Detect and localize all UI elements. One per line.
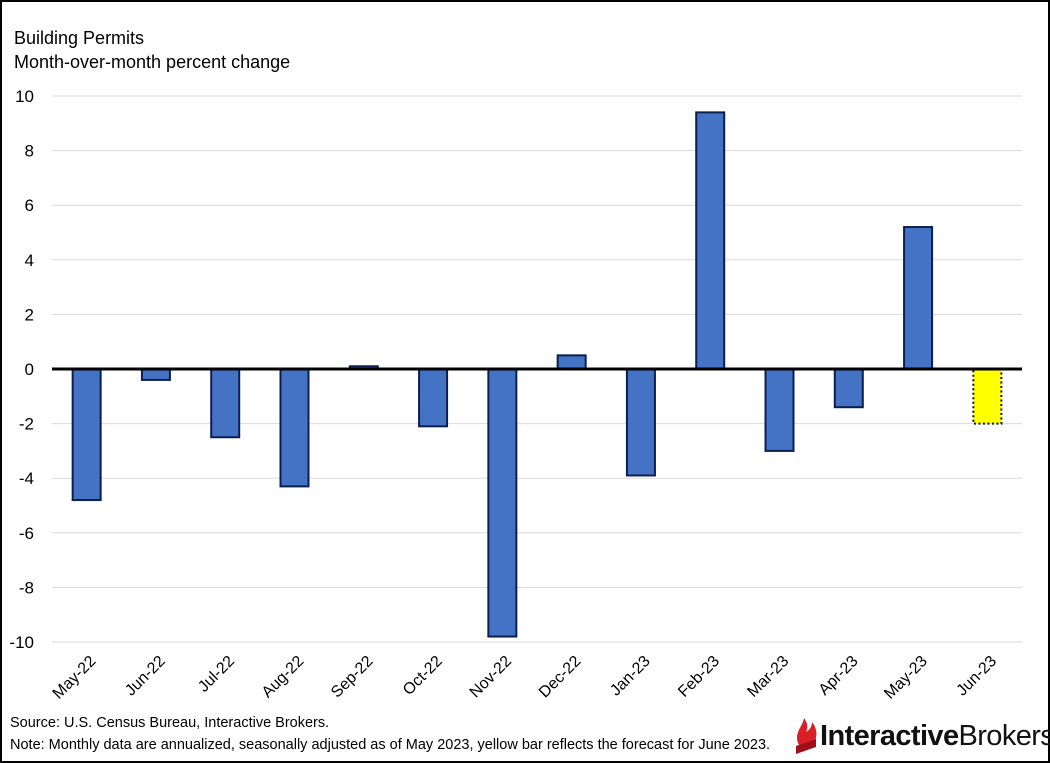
y-tick-label: 8 bbox=[25, 142, 34, 161]
x-tick-label: Jan-23 bbox=[607, 653, 654, 700]
chart-subtitle: Month-over-month percent change bbox=[14, 52, 291, 72]
forecast-bar bbox=[972, 368, 1003, 425]
bar bbox=[764, 368, 795, 452]
x-axis-ticks: May-22 Jun-22 Jul-22 Aug-22 Sep-22 Oct-22 Nov-… bbox=[50, 653, 1001, 703]
note-text: Note: Monthly data are annualized, seaso… bbox=[10, 737, 771, 753]
x-tick-label: Apr-23 bbox=[816, 653, 862, 699]
x-tick-label: Oct-22 bbox=[400, 653, 446, 699]
x-tick-label: Jul-22 bbox=[195, 653, 238, 696]
x-tick-label: Nov-22 bbox=[467, 653, 516, 702]
x-tick-label: Mar-23 bbox=[744, 653, 792, 701]
y-tick-label: -8 bbox=[19, 578, 34, 597]
bar bbox=[625, 368, 656, 477]
bar bbox=[695, 111, 726, 370]
bar bbox=[487, 368, 518, 638]
x-tick-label: May-23 bbox=[881, 653, 931, 703]
source-text: Source: U.S. Census Bureau, Interactive … bbox=[10, 715, 330, 731]
x-tick-label: May-22 bbox=[50, 653, 100, 703]
bar bbox=[71, 368, 102, 502]
bar bbox=[279, 368, 310, 488]
ib-flame-icon bbox=[796, 718, 817, 754]
bar bbox=[903, 226, 934, 370]
y-tick-label: -10 bbox=[9, 633, 34, 652]
x-tick-label: Feb-23 bbox=[675, 653, 723, 701]
bar bbox=[140, 368, 171, 381]
bar bbox=[210, 368, 241, 439]
y-tick-label: 2 bbox=[25, 305, 34, 324]
interactive-brokers-logo: InteractiveBrokers bbox=[794, 716, 1050, 756]
bar bbox=[833, 368, 864, 409]
x-tick-label: Aug-22 bbox=[259, 653, 308, 702]
logo-word-1: Interactive bbox=[820, 720, 959, 752]
x-tick-label: Jun-23 bbox=[954, 653, 1001, 700]
bars bbox=[71, 111, 1003, 638]
y-tick-label: 4 bbox=[25, 251, 34, 270]
y-tick-label: -4 bbox=[19, 469, 34, 488]
bar bbox=[418, 368, 449, 428]
bar bbox=[556, 354, 587, 371]
y-tick-label: -6 bbox=[19, 524, 34, 543]
y-tick-label: -2 bbox=[19, 415, 34, 434]
y-tick-label: 6 bbox=[25, 196, 34, 215]
y-axis-ticks: 10 8 6 4 2 0 -2 -4 -6 -8 -10 bbox=[9, 87, 34, 652]
x-tick-label: Jun-22 bbox=[122, 653, 169, 700]
x-tick-label: Sep-22 bbox=[328, 653, 377, 702]
chart-title: Building Permits bbox=[14, 28, 145, 48]
logo-word-2: Brokers bbox=[958, 720, 1050, 752]
y-tick-label: 0 bbox=[25, 360, 34, 379]
y-tick-label: 10 bbox=[15, 87, 34, 106]
logo-wordmark: InteractiveBrokers bbox=[820, 720, 1050, 753]
x-tick-label: Dec-22 bbox=[536, 653, 585, 702]
